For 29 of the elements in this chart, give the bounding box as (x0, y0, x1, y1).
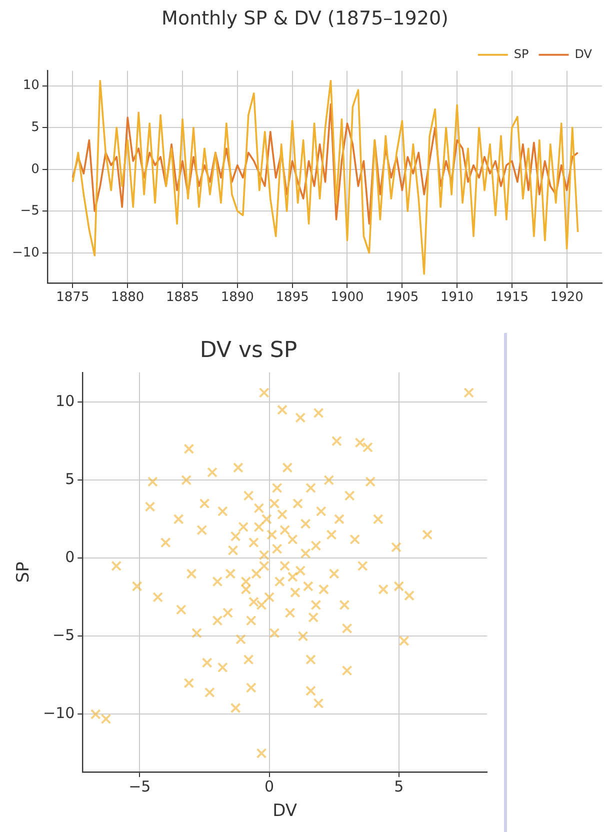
x-tick-label: 1880 (111, 290, 144, 305)
y-tick-label: −10 (43, 704, 75, 722)
x-tick-label: 1910 (440, 290, 474, 305)
legend-label: SP (514, 46, 529, 61)
x-tick-label: 1890 (220, 290, 254, 305)
x-tick-label: 1900 (330, 290, 364, 305)
y-tick-label: 5 (31, 120, 40, 135)
legend-label: DV (574, 46, 593, 61)
y-tick-label: 0 (31, 162, 40, 177)
x-tick-label: 1875 (56, 290, 90, 305)
x-tick-label: 1885 (166, 290, 200, 305)
y-tick-label: −5 (20, 204, 40, 219)
x-tick-label: 1920 (550, 290, 584, 305)
chart-title: Monthly SP & DV (1875–1920) (162, 7, 448, 30)
y-tick-label: 5 (65, 470, 75, 488)
y-tick-label: 10 (56, 392, 75, 410)
x-tick-label: 0 (264, 777, 274, 796)
x-tick-label: −5 (128, 777, 151, 796)
x-tick-label: 1905 (386, 290, 419, 305)
x-tick-label: 5 (394, 777, 404, 796)
y-tick-label: −10 (12, 245, 40, 260)
chart-title: DV vs SP (200, 338, 298, 363)
y-axis-title: SP (14, 562, 34, 583)
x-tick-label: 1895 (276, 290, 309, 305)
y-tick-label: 10 (22, 78, 40, 94)
y-tick-label: 0 (65, 548, 75, 566)
y-tick-label: −5 (52, 626, 75, 644)
x-axis-title: DV (272, 801, 298, 822)
x-tick-label: 1915 (495, 290, 528, 305)
